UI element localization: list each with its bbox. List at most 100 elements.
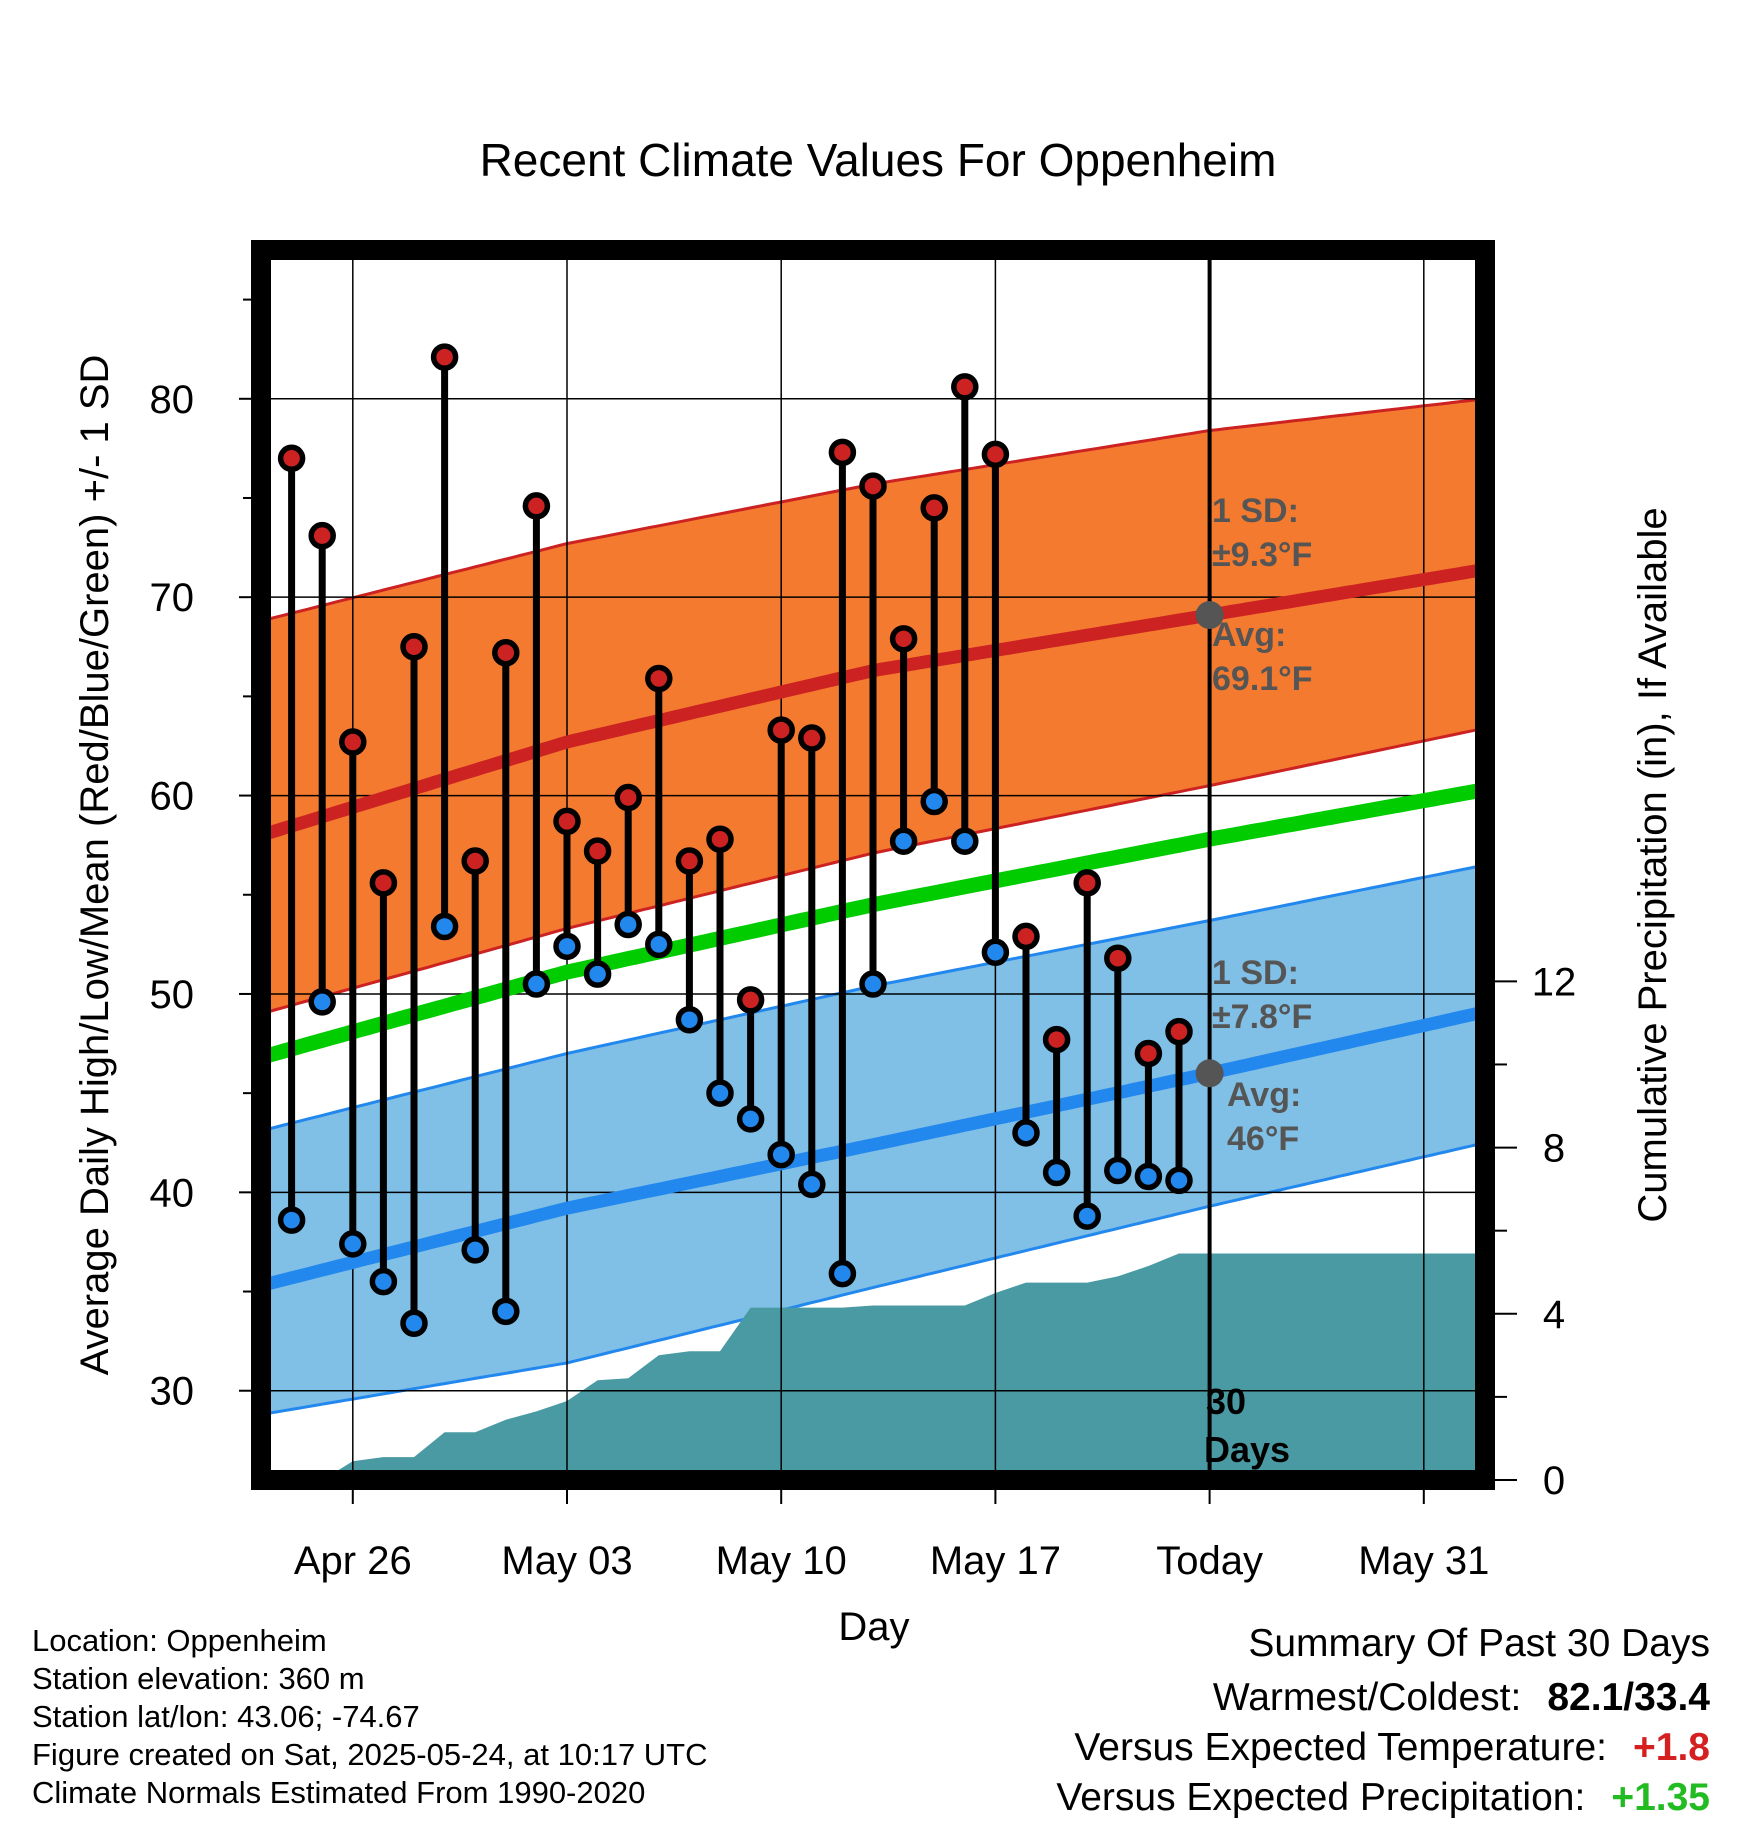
high-point [339,728,367,756]
summary-title: Summary Of Past 30 Days [1248,1622,1710,1665]
low-point [736,1105,765,1133]
y2-tick-label: 8 [1543,1127,1565,1171]
y-tick-label: 50 [150,973,195,1017]
low-point [645,930,673,959]
station-info: Location: Oppenheim Station elevation: 3… [32,1622,708,1812]
low-sd-label: 1 SD: [1212,954,1299,992]
high-point [1134,1039,1163,1068]
y-tick-label: 70 [150,576,195,620]
high-point [828,438,857,467]
high-point [277,444,306,473]
created-text: Figure created on Sat, 2025-05-24, at 10… [32,1737,708,1772]
temp-label: Versus Expected Temperature: [1074,1726,1607,1769]
precip-value: +1.35 [1611,1776,1710,1819]
low-point [981,938,1010,967]
low-sd-band-lower-edge [261,1141,1485,1416]
high-point [920,494,948,522]
low-avg-label: Avg: [1227,1076,1301,1114]
summary-panel: Summary Of Past 30 Days [1248,1622,1710,1666]
low-avg-value: 46°F [1227,1120,1299,1158]
y-tick-label: 60 [150,775,195,819]
high-point [522,492,551,520]
low-point [430,912,459,941]
y-tick-label: 30 [150,1370,195,1414]
x-tick-label: May 10 [716,1539,847,1583]
temp-value: +1.8 [1633,1726,1710,1769]
low-point [553,932,581,961]
warm-cold-value: 82.1/33.4 [1547,1676,1710,1719]
high-avg-label: Avg: [1212,616,1286,654]
plot-frame [251,240,1495,1490]
high-point [614,783,642,812]
high-point [553,807,581,836]
high-point [369,869,398,897]
elevation-text: Station elevation: 360 m [32,1661,365,1696]
low-point [614,910,642,939]
y-axis-title: Average Daily High/Low/Mean (Red/Blue/Gr… [73,355,117,1376]
low-point [308,988,336,1016]
low-point [1165,1166,1193,1195]
normals-text: Climate Normals Estimated From 1990-2020 [32,1775,646,1810]
summary-precip-row: Versus Expected Precipitation: +1.35 [1056,1776,1710,1820]
x-tick-label: Apr 26 [294,1539,412,1583]
low-point [798,1170,826,1199]
y2-tick-label: 12 [1532,960,1577,1004]
axes: 30 40 50 60 70 80 0 4 8 12 Apr 26 May 03 May 10 May 1… [150,298,1577,1583]
low-point [675,1005,704,1034]
low-point [277,1206,306,1234]
x-tick-label: Today [1156,1539,1263,1583]
high-point [583,837,612,865]
x-axis-title: Day [838,1605,909,1649]
high-point [706,825,734,853]
high-point [859,472,887,500]
high-point [981,440,1010,469]
latlon-text: Station lat/lon: 43.06; -74.67 [32,1699,420,1734]
days-count: 30 [1206,1381,1246,1422]
x-tick-label: May 17 [930,1539,1061,1583]
high-point [1165,1017,1193,1046]
chart-title: Recent Climate Values For Oppenheim [480,134,1277,186]
y2-axis-title: Cumulative Precipitation (in), If Availa… [1631,507,1675,1222]
low-point [492,1297,520,1326]
high-point [430,343,459,371]
plot-area [261,250,1485,1480]
low-point [889,827,918,855]
low-point [828,1259,857,1288]
today-low-normal-marker [1195,1059,1224,1088]
low-point [951,827,979,855]
low-point [1012,1119,1040,1147]
warm-cold-label: Warmest/Coldest: [1212,1676,1522,1719]
today-high-normal-marker [1195,601,1224,630]
low-point [583,960,612,988]
low-point [859,970,887,998]
annotations: 1 SD: ±9.3°F Avg: 69.1°F 1 SD: ±7.8°F Av… [1204,492,1313,1470]
high-point [767,716,795,744]
precip-area [322,1253,1485,1480]
y-tick-label: 80 [150,378,195,422]
location-text: Location: Oppenheim [32,1623,327,1658]
summary-temp-row: Versus Expected Temperature: +1.8 [1074,1726,1710,1770]
high-point [1042,1025,1071,1054]
low-normal-line [261,1005,1485,1292]
high-point [675,847,704,875]
high-point [461,847,489,875]
high-point [951,373,979,401]
summary-warm-cold-row: Warmest/Coldest: 82.1/33.4 [1213,1676,1710,1720]
low-point [1073,1202,1101,1230]
low-point [1134,1162,1163,1191]
high-avg-value: 69.1°F [1212,660,1313,698]
precip-label: Versus Expected Precipitation: [1056,1776,1586,1819]
low-sd-value: ±7.8°F [1212,998,1312,1036]
high-point [1012,922,1040,951]
low-point [767,1140,795,1169]
high-point [1104,944,1132,972]
high-sd-value: ±9.3°F [1212,536,1312,574]
low-point [461,1236,489,1264]
low-point [1104,1156,1132,1185]
low-point [339,1230,367,1258]
high-point [736,986,765,1014]
high-point [1073,869,1101,897]
y-tick-label: 40 [150,1171,195,1215]
low-point [920,787,948,816]
